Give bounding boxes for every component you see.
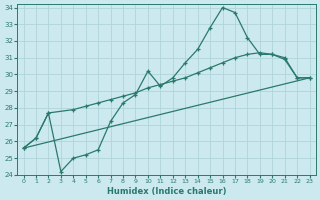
X-axis label: Humidex (Indice chaleur): Humidex (Indice chaleur) [107,187,226,196]
